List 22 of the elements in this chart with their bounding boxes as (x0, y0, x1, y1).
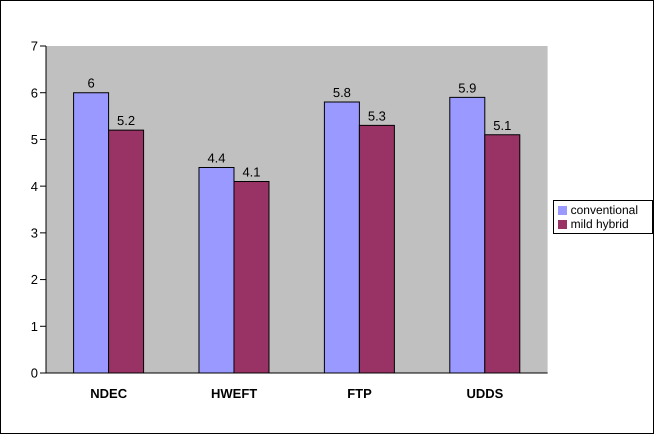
legend-label: conventional (570, 203, 638, 217)
y-tick-label: 1 (30, 318, 38, 334)
data-label: 5.9 (458, 80, 476, 96)
data-label: 5.8 (332, 85, 351, 100)
y-tick-label: 7 (30, 38, 38, 54)
y-tick-label: 6 (30, 85, 38, 100)
data-label: 4.1 (242, 164, 261, 180)
data-label: 5.1 (493, 118, 512, 133)
y-tick-label: 5 (30, 132, 38, 148)
data-label: 4.4 (207, 150, 226, 166)
y-tick-label: 4 (30, 178, 38, 194)
x-tick-label: HWEFT (210, 386, 258, 402)
data-label: 5.2 (117, 113, 136, 128)
legend-label: mild hybrid (570, 217, 629, 231)
y-tick-label: 2 (30, 272, 38, 288)
x-tick-label: FTP (347, 386, 372, 402)
data-label: 6 (87, 76, 95, 91)
x-tick-label: NDEC (90, 386, 128, 402)
y-tick-label: 0 (30, 366, 38, 381)
y-tick-label: 3 (30, 225, 38, 240)
x-tick-label: UDDS (466, 386, 504, 402)
data-label: 5.3 (368, 108, 386, 124)
